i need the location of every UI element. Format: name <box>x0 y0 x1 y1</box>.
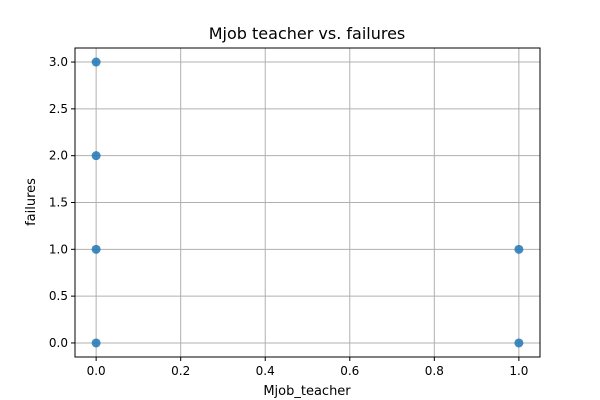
data-point <box>91 338 101 348</box>
data-points <box>91 57 524 348</box>
y-tick-label: 2.5 <box>49 102 68 116</box>
grid <box>75 48 540 357</box>
x-tick-label: 0.0 <box>87 364 106 378</box>
data-point <box>514 338 524 348</box>
chart-title: Mjob teacher vs. failures <box>209 24 406 43</box>
data-point <box>91 151 101 161</box>
y-tick-label: 1.0 <box>49 242 68 256</box>
data-point <box>91 57 101 67</box>
x-tick-label: 0.2 <box>171 364 190 378</box>
y-axis-ticks: 0.0 0.5 1.0 1.5 2.0 2.5 3.0 <box>49 55 75 350</box>
x-tick-label: 0.8 <box>425 364 444 378</box>
x-tick-label: 0.6 <box>340 364 359 378</box>
y-tick-label: 2.0 <box>49 149 68 163</box>
x-axis-label: Mjob_teacher <box>263 384 351 399</box>
x-axis-ticks: 0.0 0.2 0.4 0.6 0.8 1.0 <box>87 357 528 378</box>
x-tick-label: 1.0 <box>509 364 528 378</box>
data-point <box>91 244 101 254</box>
y-tick-label: 0.5 <box>49 289 68 303</box>
data-point <box>514 244 524 254</box>
y-axis-label: failures <box>24 178 39 226</box>
y-tick-label: 3.0 <box>49 55 68 69</box>
x-tick-label: 0.4 <box>256 364 275 378</box>
y-tick-label: 1.5 <box>49 196 68 210</box>
y-tick-label: 0.0 <box>49 336 68 350</box>
